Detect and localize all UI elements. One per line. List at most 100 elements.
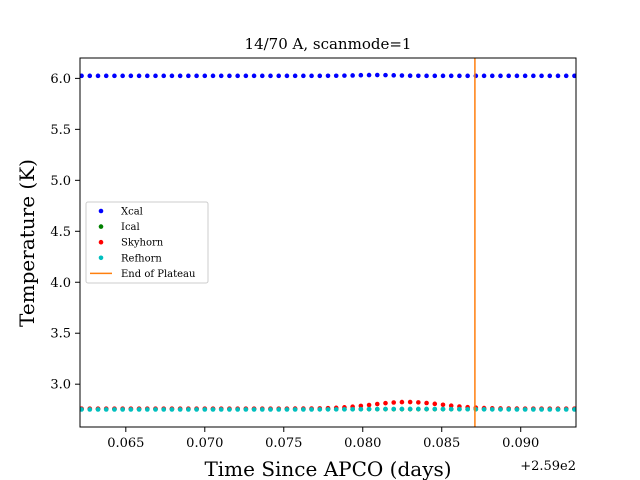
x-axis: 0.065 0.070 0.075 0.080 0.085 0.090 <box>107 427 539 451</box>
point-refhorn <box>374 406 380 412</box>
point-refhorn <box>489 407 495 412</box>
legend-entry: Xcal <box>98 207 143 218</box>
plot-frame <box>79 57 577 428</box>
point-xcal <box>194 73 199 79</box>
point-refhorn <box>498 407 503 412</box>
point-refhorn <box>350 407 355 412</box>
point-xcal <box>358 72 364 78</box>
point-xcal <box>136 73 142 79</box>
point-xcal <box>416 73 421 79</box>
point-refhorn <box>251 407 257 412</box>
point-skyhorn <box>366 402 372 408</box>
legend-marker <box>98 208 104 214</box>
point-xcal <box>112 73 117 79</box>
chart-title: 14/70 A, scanmode=1 <box>245 35 412 53</box>
point-xcal <box>284 73 290 79</box>
point-skyhorn <box>407 399 413 405</box>
point-xcal <box>522 73 528 79</box>
point-refhorn <box>333 407 339 412</box>
point-refhorn <box>572 407 576 412</box>
point-xcal <box>120 73 125 79</box>
point-refhorn <box>448 406 454 412</box>
y-tick-label: 5.5 <box>50 123 71 138</box>
point-refhorn <box>128 407 134 412</box>
point-refhorn <box>243 407 249 412</box>
point-xcal <box>514 73 520 79</box>
point-xcal <box>317 73 323 79</box>
point-refhorn <box>210 407 216 412</box>
point-refhorn <box>399 406 405 412</box>
legend-marker <box>98 239 104 245</box>
y-tick-label: 5.0 <box>50 174 71 189</box>
plot-area <box>80 58 576 427</box>
point-refhorn <box>563 407 569 412</box>
point-xcal <box>440 73 446 79</box>
point-xcal <box>144 73 150 79</box>
x-offset-label: +2.59e2 <box>520 459 576 474</box>
point-refhorn <box>531 407 536 412</box>
point-xcal <box>366 72 372 78</box>
point-xcal <box>268 73 273 79</box>
point-refhorn <box>177 407 183 412</box>
point-refhorn <box>218 407 224 412</box>
point-refhorn <box>112 407 117 412</box>
point-refhorn <box>358 406 364 412</box>
point-refhorn <box>457 406 462 412</box>
point-skyhorn <box>374 401 380 407</box>
point-refhorn <box>144 407 150 412</box>
point-xcal <box>103 73 109 79</box>
point-refhorn <box>309 407 314 412</box>
point-xcal <box>251 73 257 79</box>
point-xcal <box>563 73 569 79</box>
point-refhorn <box>416 406 421 412</box>
point-xcal <box>399 73 405 78</box>
point-refhorn <box>522 407 528 412</box>
point-xcal <box>227 73 232 79</box>
point-refhorn <box>432 406 438 412</box>
y-axis: 3.0 3.5 4.0 4.5 5.0 5.5 6.0 <box>50 72 80 393</box>
point-xcal <box>177 73 183 79</box>
point-xcal <box>432 73 438 79</box>
point-xcal <box>489 73 495 79</box>
point-refhorn <box>555 407 561 412</box>
legend-box <box>85 201 209 284</box>
point-refhorn <box>186 407 191 412</box>
point-refhorn <box>424 406 429 412</box>
point-xcal <box>186 73 191 79</box>
legend-entry: Ical <box>98 222 140 233</box>
point-refhorn <box>202 407 208 412</box>
point-xcal <box>259 73 265 79</box>
point-refhorn <box>80 407 84 412</box>
point-xcal <box>309 73 314 79</box>
point-refhorn <box>153 407 158 412</box>
point-refhorn <box>103 407 109 412</box>
point-xcal <box>276 73 282 79</box>
point-refhorn <box>276 407 282 412</box>
legend-entry: Skyhorn <box>98 238 164 249</box>
point-refhorn <box>194 407 199 412</box>
point-skyhorn <box>399 399 405 405</box>
legend-label: Xcal <box>121 207 143 218</box>
point-skyhorn <box>358 403 364 409</box>
x-tick-label: 0.065 <box>107 436 144 451</box>
legend-label: End of Plateau <box>121 269 196 280</box>
point-refhorn <box>547 407 553 412</box>
point-xcal <box>153 73 158 79</box>
point-xcal <box>95 73 101 79</box>
x-axis-label: Time Since APCO (days) <box>204 457 451 480</box>
point-xcal <box>539 73 544 79</box>
point-xcal <box>498 73 503 79</box>
point-skyhorn <box>448 403 454 409</box>
point-refhorn <box>391 406 397 412</box>
point-xcal <box>342 73 347 78</box>
point-refhorn <box>301 407 306 412</box>
point-refhorn <box>136 407 142 412</box>
point-xcal <box>235 73 240 79</box>
legend-entry: Refhorn <box>98 253 162 264</box>
point-skyhorn <box>440 402 446 408</box>
point-refhorn <box>325 407 331 412</box>
point-refhorn <box>227 407 232 412</box>
series-refhorn <box>80 406 576 412</box>
point-refhorn <box>465 406 470 412</box>
